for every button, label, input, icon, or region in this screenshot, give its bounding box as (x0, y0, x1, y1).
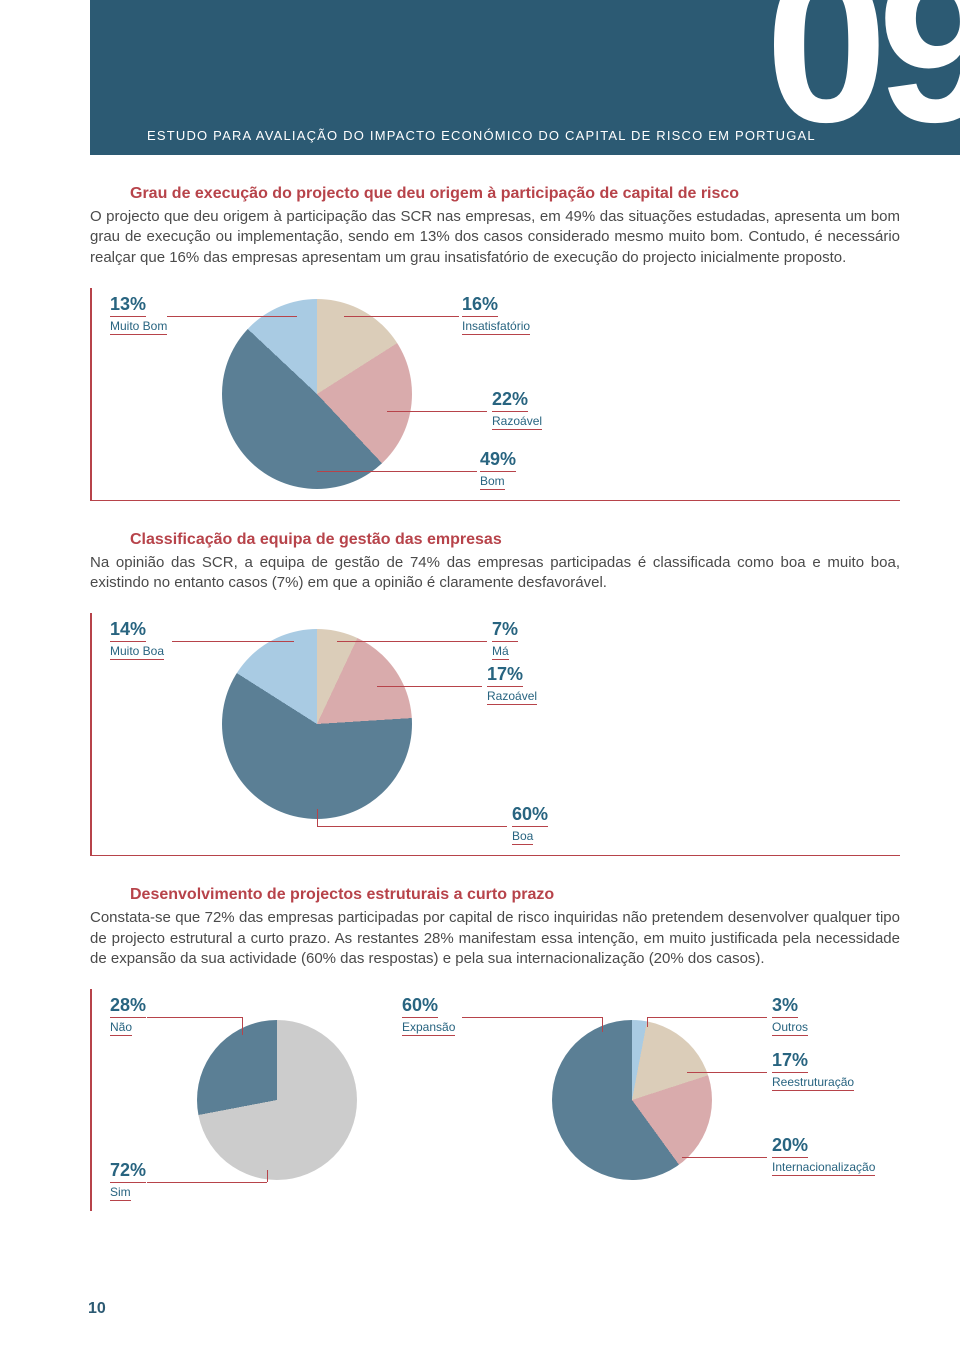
leader-line (387, 411, 487, 412)
leader-line (647, 1017, 767, 1018)
leader-line (147, 1182, 267, 1183)
leader-line (147, 1017, 242, 1018)
pct-ma: 7% (492, 619, 518, 642)
pct-nao: 28% (110, 995, 146, 1018)
callout-razoavel: 22% Razoável (492, 389, 542, 430)
callout-boa: 60% Boa (512, 804, 548, 845)
leader-line (377, 686, 482, 687)
pie-chart-plans-type (552, 1020, 712, 1180)
callout-outros: 3% Outros (772, 995, 808, 1036)
lbl-internac: Internacionalização (772, 1160, 875, 1176)
pie-chart-execution (222, 299, 412, 489)
pie-chart-management (222, 629, 412, 819)
content-column: Grau de execução do projecto que deu ori… (90, 185, 900, 1241)
chart3-block: 28% Não 72% Sim 60% Expansão 3% Outros (90, 989, 900, 1211)
lbl-ma: Má (492, 644, 509, 660)
page-number: 10 (88, 1300, 106, 1318)
callout-bom: 49% Bom (480, 449, 516, 490)
callout-reestrut: 17% Reestruturação (772, 1050, 854, 1091)
section1-body: O projecto que deu origem à participação… (90, 207, 900, 268)
lbl-muito-boa: Muito Boa (110, 644, 164, 660)
callout-muito-bom: 13% Muito Bom (110, 294, 167, 335)
pct-outros: 3% (772, 995, 798, 1018)
leader-line (602, 1017, 603, 1032)
pct-reestrut: 17% (772, 1050, 808, 1073)
lbl-nao: Não (110, 1020, 132, 1036)
leader-line (317, 826, 507, 827)
section2-title: Classificação da equipa de gestão das em… (90, 531, 900, 549)
header-band: 09 ESTUDO PARA AVALIAÇÃO DO IMPACTO ECON… (0, 0, 960, 155)
pct-sim: 72% (110, 1160, 146, 1183)
leader-line (337, 641, 487, 642)
lbl-insatisfatorio: Insatisfatório (462, 319, 530, 335)
lbl-bom: Bom (480, 474, 505, 490)
section2-body: Na opinião das SCR, a equipa de gestão d… (90, 553, 900, 594)
pie-chart-plans-yesno (197, 1020, 357, 1180)
callout-muito-boa: 14% Muito Boa (110, 619, 164, 660)
lbl-muito-bom: Muito Bom (110, 319, 167, 335)
section3-body: Constata-se que 72% das empresas partici… (90, 908, 900, 969)
callout-sim: 72% Sim (110, 1160, 146, 1201)
callout-razoavel2: 17% Razoável (487, 664, 537, 705)
leader-line (172, 641, 294, 642)
lbl-outros: Outros (772, 1020, 808, 1036)
leader-line (317, 809, 318, 826)
section3-title: Desenvolvimento de projectos estruturais… (90, 886, 900, 904)
leader-line (267, 1170, 268, 1182)
callout-insatisfatorio: 16% Insatisfatório (462, 294, 530, 335)
callout-ma: 7% Má (492, 619, 518, 660)
callout-nao: 28% Não (110, 995, 146, 1036)
pct-boa: 60% (512, 804, 548, 827)
leader-line (682, 1157, 767, 1158)
lbl-sim: Sim (110, 1185, 131, 1201)
pct-expansao: 60% (402, 995, 438, 1018)
callout-internac: 20% Internacionalização (772, 1135, 875, 1176)
header-cutout (0, 0, 90, 155)
leader-line (167, 316, 297, 317)
lbl-boa: Boa (512, 829, 533, 845)
lbl-razoavel2: Razoável (487, 689, 537, 705)
section1-title: Grau de execução do projecto que deu ori… (90, 185, 900, 203)
pct-razoavel: 22% (492, 389, 528, 412)
chart2-block: 14% Muito Boa 7% Má 17% Razoável 60% Boa (90, 613, 900, 856)
pct-bom: 49% (480, 449, 516, 472)
lbl-expansao: Expansão (402, 1020, 455, 1036)
pct-muito-boa: 14% (110, 619, 146, 642)
leader-line (344, 316, 459, 317)
lbl-razoavel: Razoável (492, 414, 542, 430)
report-title: ESTUDO PARA AVALIAÇÃO DO IMPACTO ECONÓMI… (147, 128, 816, 143)
leader-line (317, 471, 477, 472)
pct-insatisfatorio: 16% (462, 294, 498, 317)
leader-line (647, 1017, 648, 1027)
leader-line (242, 1017, 243, 1035)
chart1-block: 13% Muito Bom 16% Insatisfatório 22% Raz… (90, 288, 900, 501)
pct-razoavel2: 17% (487, 664, 523, 687)
pct-internac: 20% (772, 1135, 808, 1158)
callout-expansao: 60% Expansão (402, 995, 455, 1036)
leader-line (462, 1017, 602, 1018)
lbl-reestrut: Reestruturação (772, 1075, 854, 1091)
pct-muito-bom: 13% (110, 294, 146, 317)
leader-line (687, 1072, 767, 1073)
